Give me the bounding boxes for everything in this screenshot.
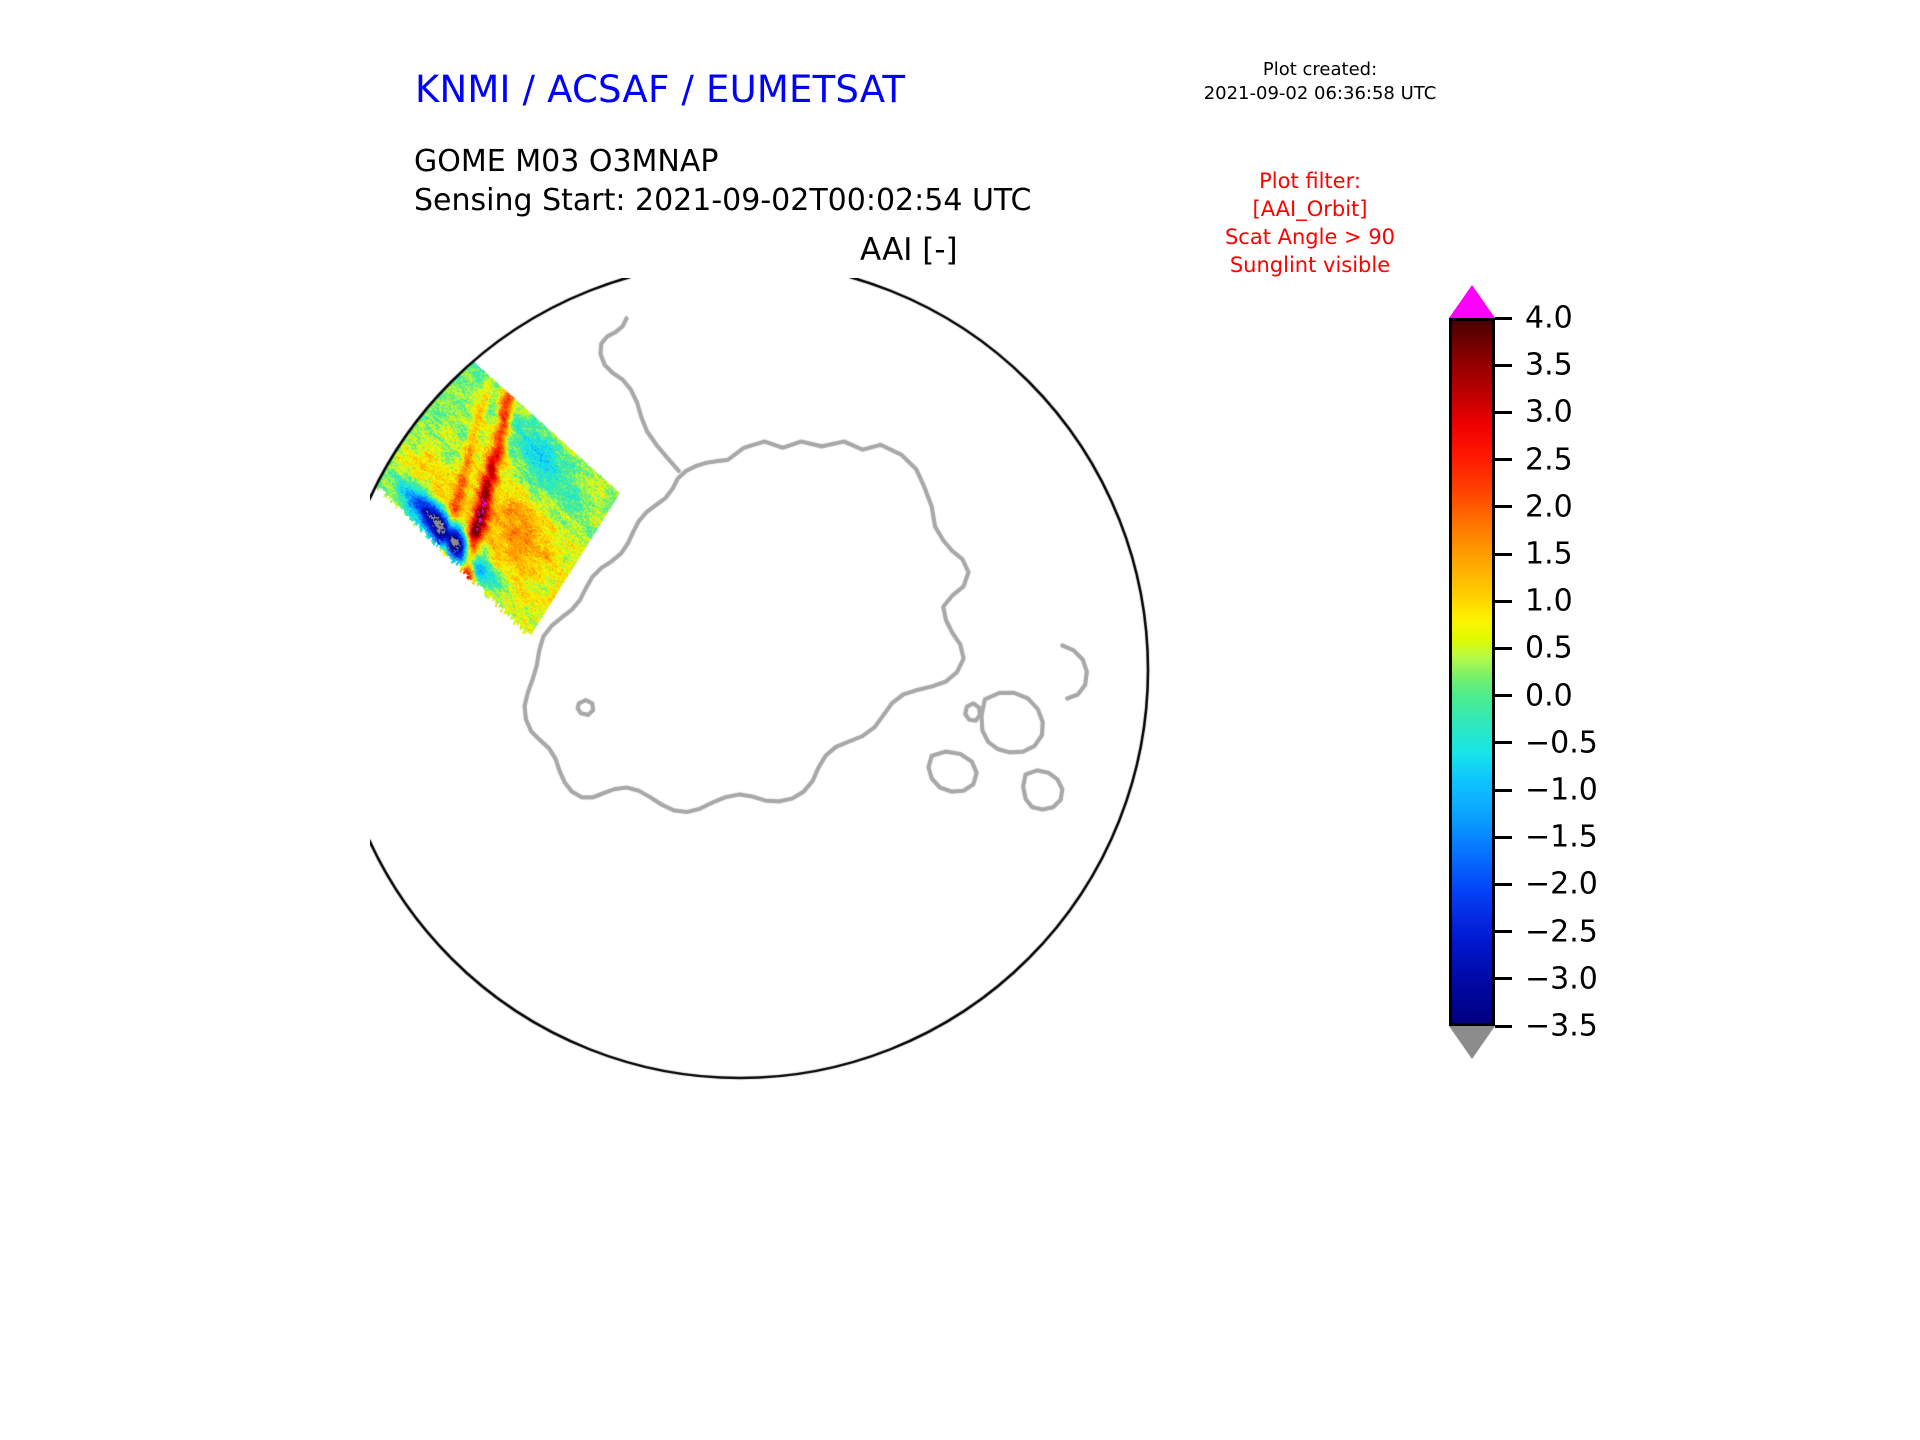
plot-created-timestamp: 2021-09-02 06:36:58 UTC — [1203, 83, 1437, 105]
colorbar-tick — [1495, 458, 1512, 462]
colorbar: 4.0 3.5 3.0 2.5 2.0 1.5 1.0 0.5 0.0 −0.5 −1.0 −1.5 −… — [1449, 285, 1689, 1085]
colorbar-under-range-arrow — [1449, 1026, 1495, 1059]
colorbar-tick-label: 2.0 — [1525, 489, 1573, 525]
colorbar-tick — [1495, 316, 1512, 320]
colorbar-tick — [1495, 835, 1512, 839]
colorbar-tick-label: −1.5 — [1525, 819, 1598, 855]
colorbar-tick — [1495, 599, 1512, 603]
colorbar-gradient — [1449, 318, 1495, 1026]
plot-filter-block: Plot filter: [AAI_Orbit] Scat Angle > 90… — [1180, 168, 1440, 280]
plot-created-block: Plot created: 2021-09-02 06:36:58 UTC — [1160, 58, 1480, 107]
colorbar-tick — [1495, 410, 1512, 414]
colorbar-tick — [1495, 788, 1512, 792]
colorbar-tick-label: −3.0 — [1525, 961, 1598, 997]
colorbar-tick — [1495, 977, 1512, 981]
plot-filter-title: Plot filter: — [1259, 169, 1361, 193]
page-title: AAI [-] — [860, 232, 958, 268]
colorbar-tick — [1495, 646, 1512, 650]
plot-filter-line-1: [AAI_Orbit] — [1252, 196, 1368, 221]
product-name: GOME M03 O3MNAP — [414, 144, 719, 179]
sensing-start: Sensing Start: 2021-09-02T00:02:54 UTC — [414, 183, 1032, 218]
colorbar-tick-label: 0.0 — [1525, 678, 1573, 714]
colorbar-tick — [1495, 363, 1512, 367]
colorbar-tick-label: −2.5 — [1525, 914, 1598, 950]
colorbar-tick-label: 1.0 — [1525, 583, 1573, 619]
colorbar-tick-label: 4.0 — [1525, 300, 1573, 336]
colorbar-tick-label: 2.5 — [1525, 442, 1573, 478]
map-canvas — [370, 278, 1400, 1328]
colorbar-over-range-arrow — [1449, 285, 1495, 318]
colorbar-tick-label: 3.0 — [1525, 394, 1573, 430]
colorbar-tick — [1495, 552, 1512, 556]
colorbar-tick-label: −2.0 — [1525, 866, 1598, 902]
colorbar-tick — [1495, 882, 1512, 886]
colorbar-tick — [1495, 694, 1512, 698]
product-info-block: GOME M03 O3MNAP Sensing Start: 2021-09-0… — [414, 142, 1031, 220]
colorbar-tick-label: 3.5 — [1525, 347, 1573, 383]
colorbar-tick-label: −0.5 — [1525, 725, 1598, 761]
colorbar-tick — [1495, 505, 1512, 509]
colorbar-tick — [1495, 741, 1512, 745]
plot-created-label: Plot created: — [1262, 59, 1378, 80]
plot-filter-line-3: Sunglint visible — [1229, 252, 1391, 277]
colorbar-tick-label: −1.0 — [1525, 772, 1598, 808]
polar-map — [370, 278, 1400, 1328]
colorbar-tick — [1495, 930, 1512, 934]
plot-filter-line-2: Scat Angle > 90 — [1224, 224, 1396, 249]
org-title: KNMI / ACSAF / EUMETSAT — [415, 68, 906, 111]
colorbar-tick-label: 0.5 — [1525, 630, 1573, 666]
colorbar-tick — [1495, 1024, 1512, 1028]
colorbar-tick-label: −3.5 — [1525, 1008, 1598, 1044]
colorbar-tick-label: 1.5 — [1525, 536, 1573, 572]
